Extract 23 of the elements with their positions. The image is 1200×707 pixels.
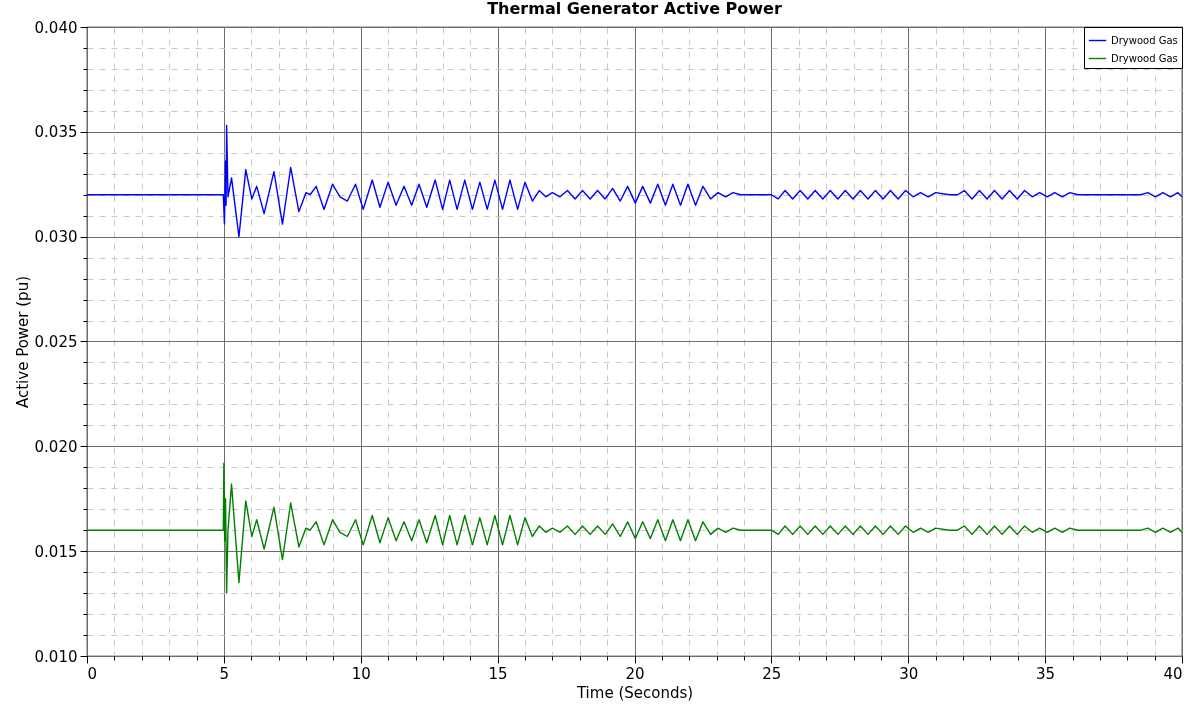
x-tick-label: 25 — [762, 664, 782, 683]
line-series — [87, 124, 1182, 238]
y-tick-label: 0.040 — [34, 18, 78, 37]
x-tick-label: 30 — [899, 664, 919, 683]
legend-label: Drywood Gas — [1111, 34, 1178, 46]
y-tick-label: 0.020 — [34, 437, 78, 456]
y-axis-title: Active Power (pu) — [13, 275, 32, 409]
x-tick-label: 10 — [351, 664, 371, 683]
x-tick-label: 40 — [1163, 664, 1183, 683]
x-tick-label: 0 — [87, 664, 98, 683]
y-tick-label: 0.030 — [34, 228, 78, 247]
x-axis-title: Time (Seconds) — [575, 683, 694, 702]
x-tick-label: 5 — [219, 664, 230, 683]
y-tick-label: 0.035 — [34, 123, 78, 142]
y-tick-label: 0.025 — [34, 333, 78, 351]
x-tick-label: 35 — [1036, 664, 1056, 683]
y-tick-label: 0.010 — [34, 647, 78, 666]
legend-label: Drywood Gas — [1111, 52, 1178, 64]
x-tick-label: 20 — [625, 664, 645, 683]
chart-title: Thermal Generator Active Power — [487, 0, 782, 18]
line-series — [87, 462, 1182, 594]
x-tick-label: 15 — [488, 664, 508, 683]
y-tick-label: 0.015 — [34, 542, 78, 561]
